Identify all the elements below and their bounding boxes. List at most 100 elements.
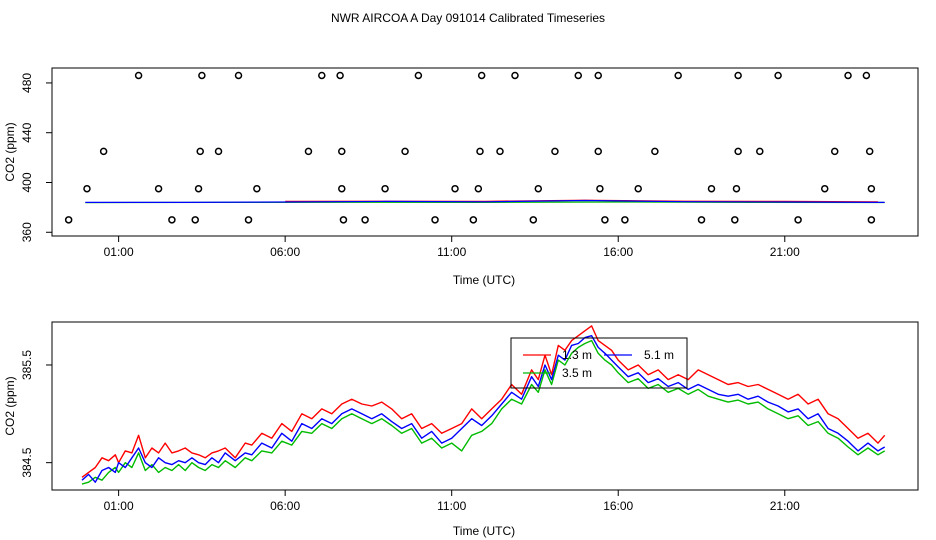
top-ylabel: CO2 (ppm) — [3, 122, 17, 181]
standard-point — [361, 216, 369, 224]
legend: 1.3 m 5.1 m 3.5 m — [510, 337, 688, 389]
legend-label-3-5m: 3.5 m — [562, 366, 592, 380]
standard-point — [154, 184, 163, 193]
bottom-series-lines — [81, 325, 886, 485]
standard-point — [529, 216, 538, 224]
bottom-x-tick-label: 01:00 — [104, 499, 134, 513]
standard-point — [336, 71, 344, 80]
standard-point — [134, 71, 143, 80]
series-line-5-1-m — [81, 335, 886, 483]
standard-point — [707, 184, 716, 193]
standard-point — [196, 147, 204, 156]
standard-point — [574, 71, 583, 80]
standard-point — [244, 216, 253, 224]
page-title: NWR AIRCOA A Day 091014 Calibrated Times… — [331, 11, 605, 25]
standard-point — [862, 71, 871, 80]
standard-point — [731, 216, 739, 224]
standard-point — [511, 71, 519, 80]
bottom-x-tick-label: 11:00 — [437, 499, 466, 513]
bottom-y-tick-label: 384.5 — [20, 447, 34, 477]
standard-point — [214, 147, 223, 156]
standard-point — [451, 184, 459, 193]
top-x-tick-label: 01:00 — [104, 245, 134, 259]
standard-point — [732, 184, 741, 193]
bottom-y-tick-label: 385.5 — [20, 350, 34, 380]
legend-label-5-1m: 5.1 m — [644, 348, 674, 362]
top-x-tick-label: 21:00 — [770, 245, 800, 259]
standard-point — [64, 216, 73, 224]
legend-box — [510, 337, 688, 389]
bottom-axis-ticks: 01:00 06:00 11:00 16:00 21:00 384.5 385.5 — [20, 350, 800, 513]
standard-point — [594, 71, 602, 80]
standard-point — [431, 216, 439, 224]
standard-point — [794, 216, 802, 224]
standard-point — [674, 71, 682, 80]
standard-point — [168, 216, 176, 224]
series-line-3-5-m — [81, 339, 886, 485]
bottom-xlabel: Time (UTC) — [453, 524, 515, 538]
standard-point — [865, 147, 874, 156]
standard-point — [234, 71, 243, 80]
standard-point — [253, 184, 261, 193]
top-x-tick-label: 06:00 — [270, 245, 300, 259]
co2-standards-chart: 01:00 06:00 11:00 16:00 21:00 360 400 440 480 Ti… — [3, 67, 919, 287]
standard-point — [339, 216, 348, 224]
standard-point — [551, 147, 559, 156]
standard-point — [774, 71, 782, 80]
top-x-tick-label: 11:00 — [437, 245, 466, 259]
standard-point — [867, 184, 876, 193]
standard-point — [634, 184, 642, 193]
standard-point — [414, 71, 423, 80]
standard-point — [304, 147, 313, 156]
plot-frame-top — [51, 67, 919, 237]
top-y-tick-label: 480 — [20, 73, 34, 93]
top-x-tick-label: 16:00 — [603, 245, 633, 259]
standard-point — [830, 147, 839, 156]
standard-point — [83, 184, 91, 193]
standard-point — [601, 216, 609, 224]
standard-point — [697, 216, 706, 224]
standard-point — [401, 147, 409, 156]
standard-point — [534, 184, 543, 193]
standard-point — [734, 147, 742, 156]
standard-point — [198, 71, 206, 80]
top-series-lines — [85, 199, 885, 204]
top-axis-ticks: 01:00 06:00 11:00 16:00 21:00 360 400 440 480 — [20, 73, 800, 259]
standard-point — [596, 184, 604, 193]
standard-point — [474, 184, 483, 193]
bottom-ylabel: CO2 (ppm) — [3, 376, 17, 435]
plot-frame-bottom — [51, 321, 919, 491]
top-y-tick-label: 360 — [20, 222, 34, 242]
bottom-x-tick-label: 21:00 — [770, 499, 800, 513]
bottom-x-tick-label: 16:00 — [603, 499, 633, 513]
standard-point — [594, 147, 602, 156]
co2-profile-chart: 01:00 06:00 11:00 16:00 21:00 384.5 385.5 1.3 … — [3, 321, 919, 538]
standard-point — [99, 147, 108, 156]
standard-point — [318, 71, 326, 80]
top-standard-points — [64, 71, 876, 224]
standard-point — [381, 184, 389, 193]
legend-label-1-3m: 1.3 m — [562, 348, 592, 362]
standard-point — [867, 216, 876, 224]
standard-point — [338, 147, 346, 156]
standard-point — [621, 216, 629, 224]
standard-point — [194, 184, 203, 193]
series-line-blue — [85, 199, 885, 203]
standard-point — [191, 216, 199, 224]
standard-point — [734, 71, 742, 80]
standard-point — [469, 216, 478, 224]
standard-point — [651, 147, 659, 156]
standard-point — [820, 184, 829, 193]
standard-point — [338, 184, 346, 193]
series-line-1-3-m — [81, 325, 886, 478]
bottom-x-tick-label: 06:00 — [270, 499, 300, 513]
standard-point — [476, 147, 484, 156]
standard-point — [844, 71, 852, 80]
top-xlabel: Time (UTC) — [453, 273, 515, 287]
top-y-tick-label: 400 — [20, 172, 34, 192]
standard-point — [496, 147, 504, 156]
standard-point — [477, 71, 486, 80]
top-y-tick-label: 440 — [20, 122, 34, 142]
standard-point — [756, 147, 764, 156]
